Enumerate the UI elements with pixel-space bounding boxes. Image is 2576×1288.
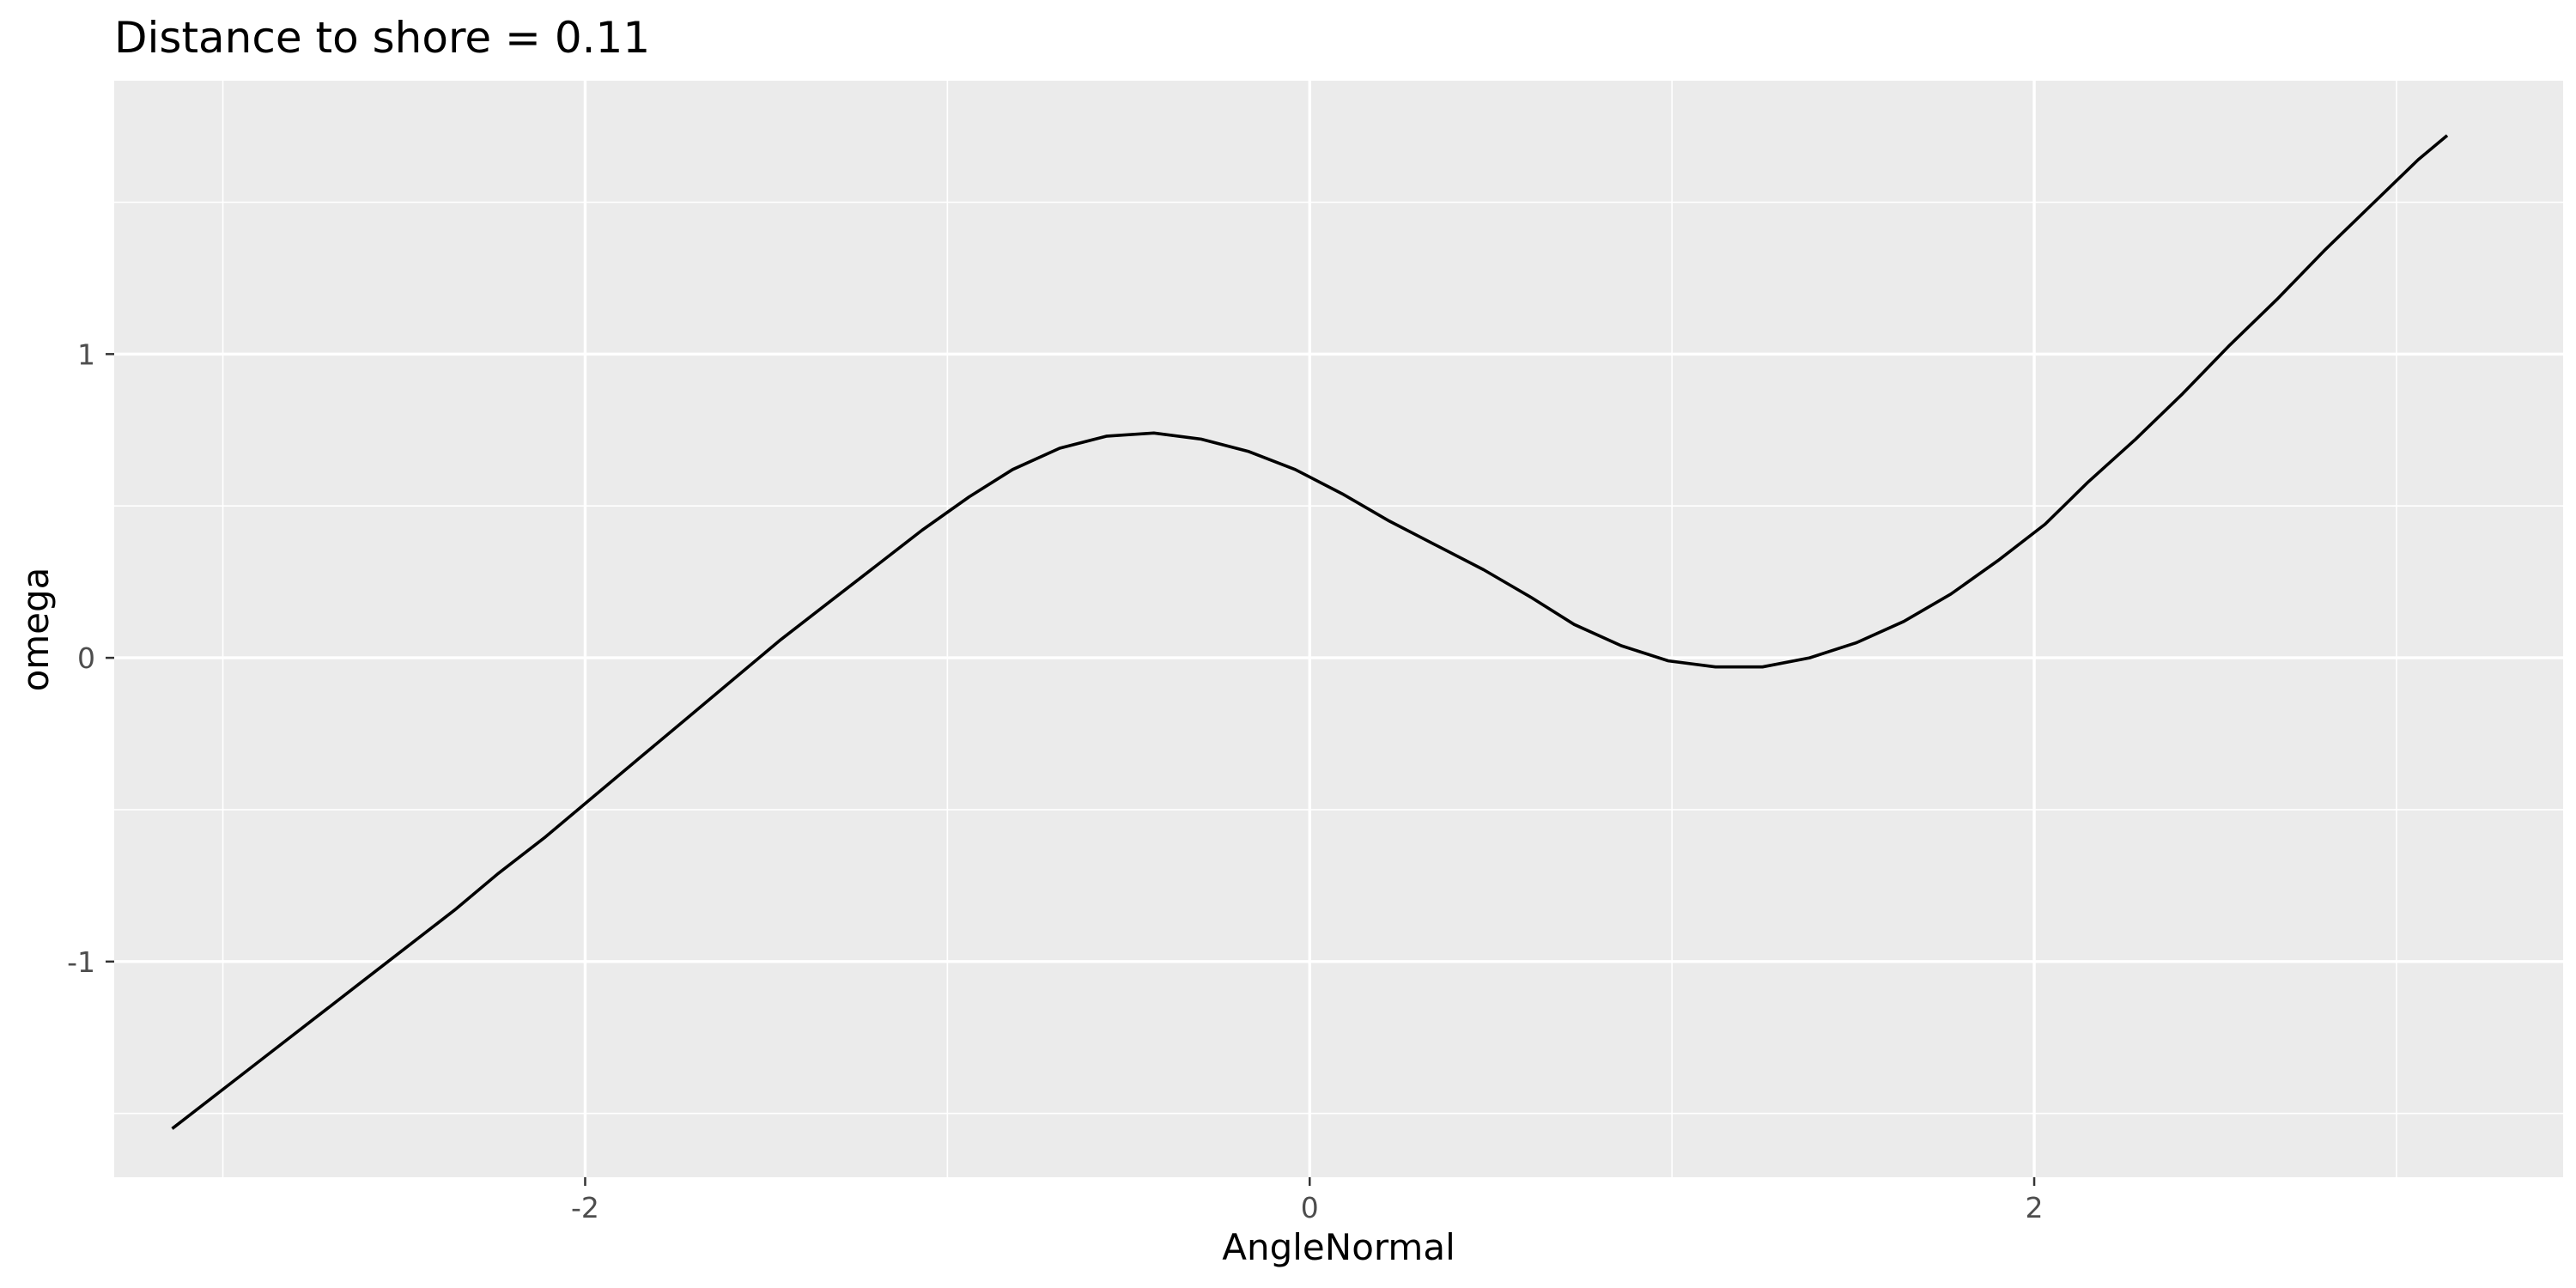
y-tick-label: -1 [67, 945, 95, 979]
x-tick-label: -2 [571, 1191, 599, 1224]
y-tick-label: 1 [77, 337, 95, 371]
x-tick-label: 0 [1301, 1191, 1319, 1224]
y-axis-ticks: -1 0 1 [67, 337, 114, 979]
plot-panel [114, 81, 2563, 1177]
x-axis-title: AngleNormal [1222, 1226, 1455, 1268]
series-line [171, 134, 2449, 1130]
minor-gridlines [114, 81, 2563, 1177]
major-gridlines [114, 81, 2563, 1177]
x-axis-ticks: -2 0 2 [571, 1177, 2044, 1224]
series-layer [171, 134, 2449, 1130]
chart-title: Distance to shore = 0.11 [114, 13, 650, 63]
y-tick-label: 0 [77, 641, 95, 675]
x-tick-label: 2 [2026, 1191, 2044, 1224]
y-axis-title: omega [15, 568, 57, 692]
